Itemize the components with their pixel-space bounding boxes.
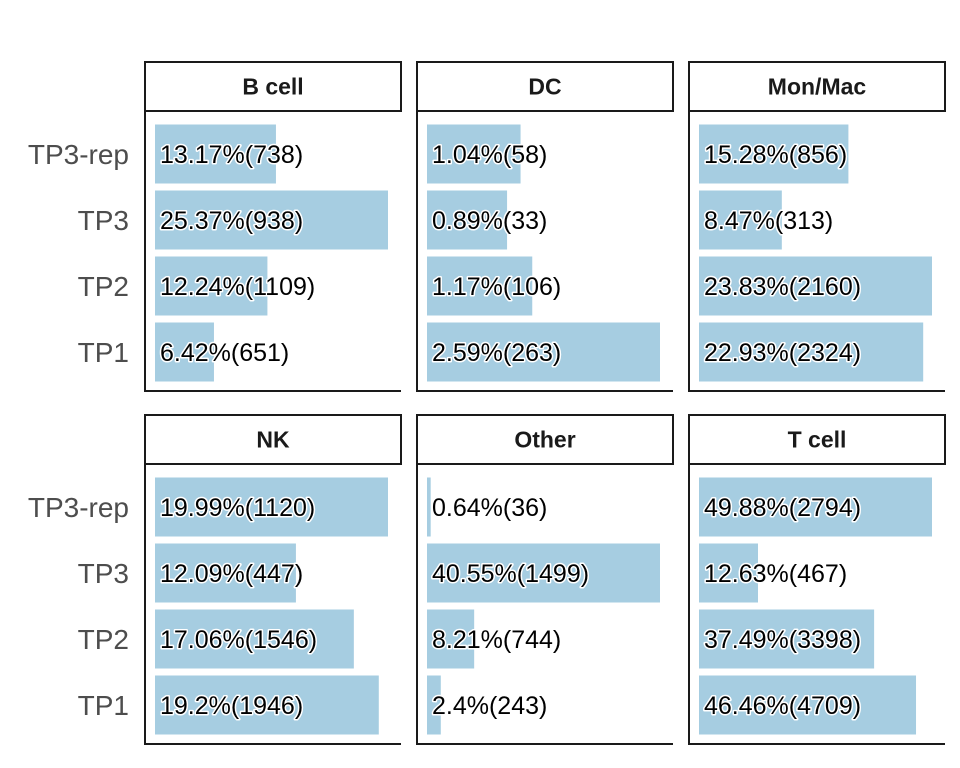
facet-title: Other bbox=[514, 427, 575, 453]
bar bbox=[699, 477, 932, 537]
facet-title: T cell bbox=[788, 427, 847, 453]
bar bbox=[155, 322, 214, 382]
bar-data-label: 12.63%(467) bbox=[704, 560, 847, 588]
y-tick-label: TP2 bbox=[78, 271, 129, 302]
facet-title: DC bbox=[528, 74, 561, 100]
bar-data-label: 49.88%(2794) bbox=[704, 494, 861, 522]
facet-title: Mon/Mac bbox=[768, 74, 867, 100]
bar bbox=[155, 190, 388, 250]
bar bbox=[427, 675, 441, 735]
y-tick-label: TP3 bbox=[78, 558, 129, 589]
y-tick-label: TP2 bbox=[78, 624, 129, 655]
bar bbox=[427, 124, 521, 184]
bar-data-label: 8.47%(313) bbox=[704, 207, 833, 235]
bar-data-label: 23.83%(2160) bbox=[704, 273, 861, 301]
bar-data-label: 2.4%(243) bbox=[432, 692, 547, 720]
bar bbox=[155, 477, 388, 537]
bar bbox=[427, 190, 508, 250]
y-tick-label: TP3-rep bbox=[28, 139, 129, 170]
bar-data-label: 2.59%(263) bbox=[432, 339, 561, 367]
bar bbox=[155, 675, 379, 735]
y-tick-label: TP3-rep bbox=[28, 492, 129, 523]
facet-strip bbox=[688, 61, 946, 112]
bar bbox=[699, 322, 924, 382]
bar-data-label: 12.09%(447) bbox=[160, 560, 303, 588]
facet-title: B cell bbox=[242, 74, 303, 100]
bar bbox=[427, 477, 431, 537]
bar bbox=[699, 675, 917, 735]
bar bbox=[699, 124, 849, 184]
bar bbox=[699, 256, 932, 316]
bar bbox=[155, 543, 296, 603]
bar bbox=[427, 256, 533, 316]
bar bbox=[699, 609, 875, 669]
facet-strip bbox=[144, 61, 402, 112]
bar-data-label: 8.21%(744) bbox=[432, 626, 561, 654]
bar bbox=[155, 256, 268, 316]
bar bbox=[699, 190, 782, 250]
y-tick-label: TP3 bbox=[78, 205, 129, 236]
bar bbox=[155, 124, 276, 184]
bar bbox=[427, 609, 475, 669]
bar-data-label: 40.55%(1499) bbox=[432, 560, 589, 588]
bar-data-label: 17.06%(1546) bbox=[160, 626, 317, 654]
bar-data-label: 13.17%(738) bbox=[160, 141, 303, 169]
bar-data-label: 37.49%(3398) bbox=[704, 626, 861, 654]
bar bbox=[427, 322, 660, 382]
facet-strip bbox=[416, 61, 674, 112]
bar-data-label: 1.17%(106) bbox=[432, 273, 561, 301]
bar-data-label: 15.28%(856) bbox=[704, 141, 847, 169]
bar-data-label: 46.46%(4709) bbox=[704, 692, 861, 720]
bar bbox=[427, 543, 660, 603]
y-tick-label: TP1 bbox=[78, 337, 129, 368]
facet-strip bbox=[688, 414, 946, 465]
bar-data-label: 19.99%(1120) bbox=[160, 494, 315, 522]
facet-strip bbox=[416, 414, 674, 465]
bar-data-label: 6.42%(651) bbox=[160, 339, 289, 367]
bar bbox=[155, 609, 354, 669]
y-tick-label: TP1 bbox=[78, 690, 129, 721]
bar-data-label: 0.64%(36) bbox=[432, 494, 547, 522]
bar bbox=[699, 543, 758, 603]
bar-data-label: 25.37%(938) bbox=[160, 207, 303, 235]
bar-data-label: 12.24%(1109) bbox=[160, 273, 315, 301]
bar-data-label: 0.89%(33) bbox=[432, 207, 547, 235]
facet-title: NK bbox=[256, 427, 290, 453]
bar-data-label: 1.04%(58) bbox=[432, 141, 547, 169]
bar-data-label: 22.93%(2324) bbox=[704, 339, 861, 367]
facet-strip bbox=[144, 414, 402, 465]
bar-data-label: 19.2%(1946) bbox=[160, 692, 303, 720]
